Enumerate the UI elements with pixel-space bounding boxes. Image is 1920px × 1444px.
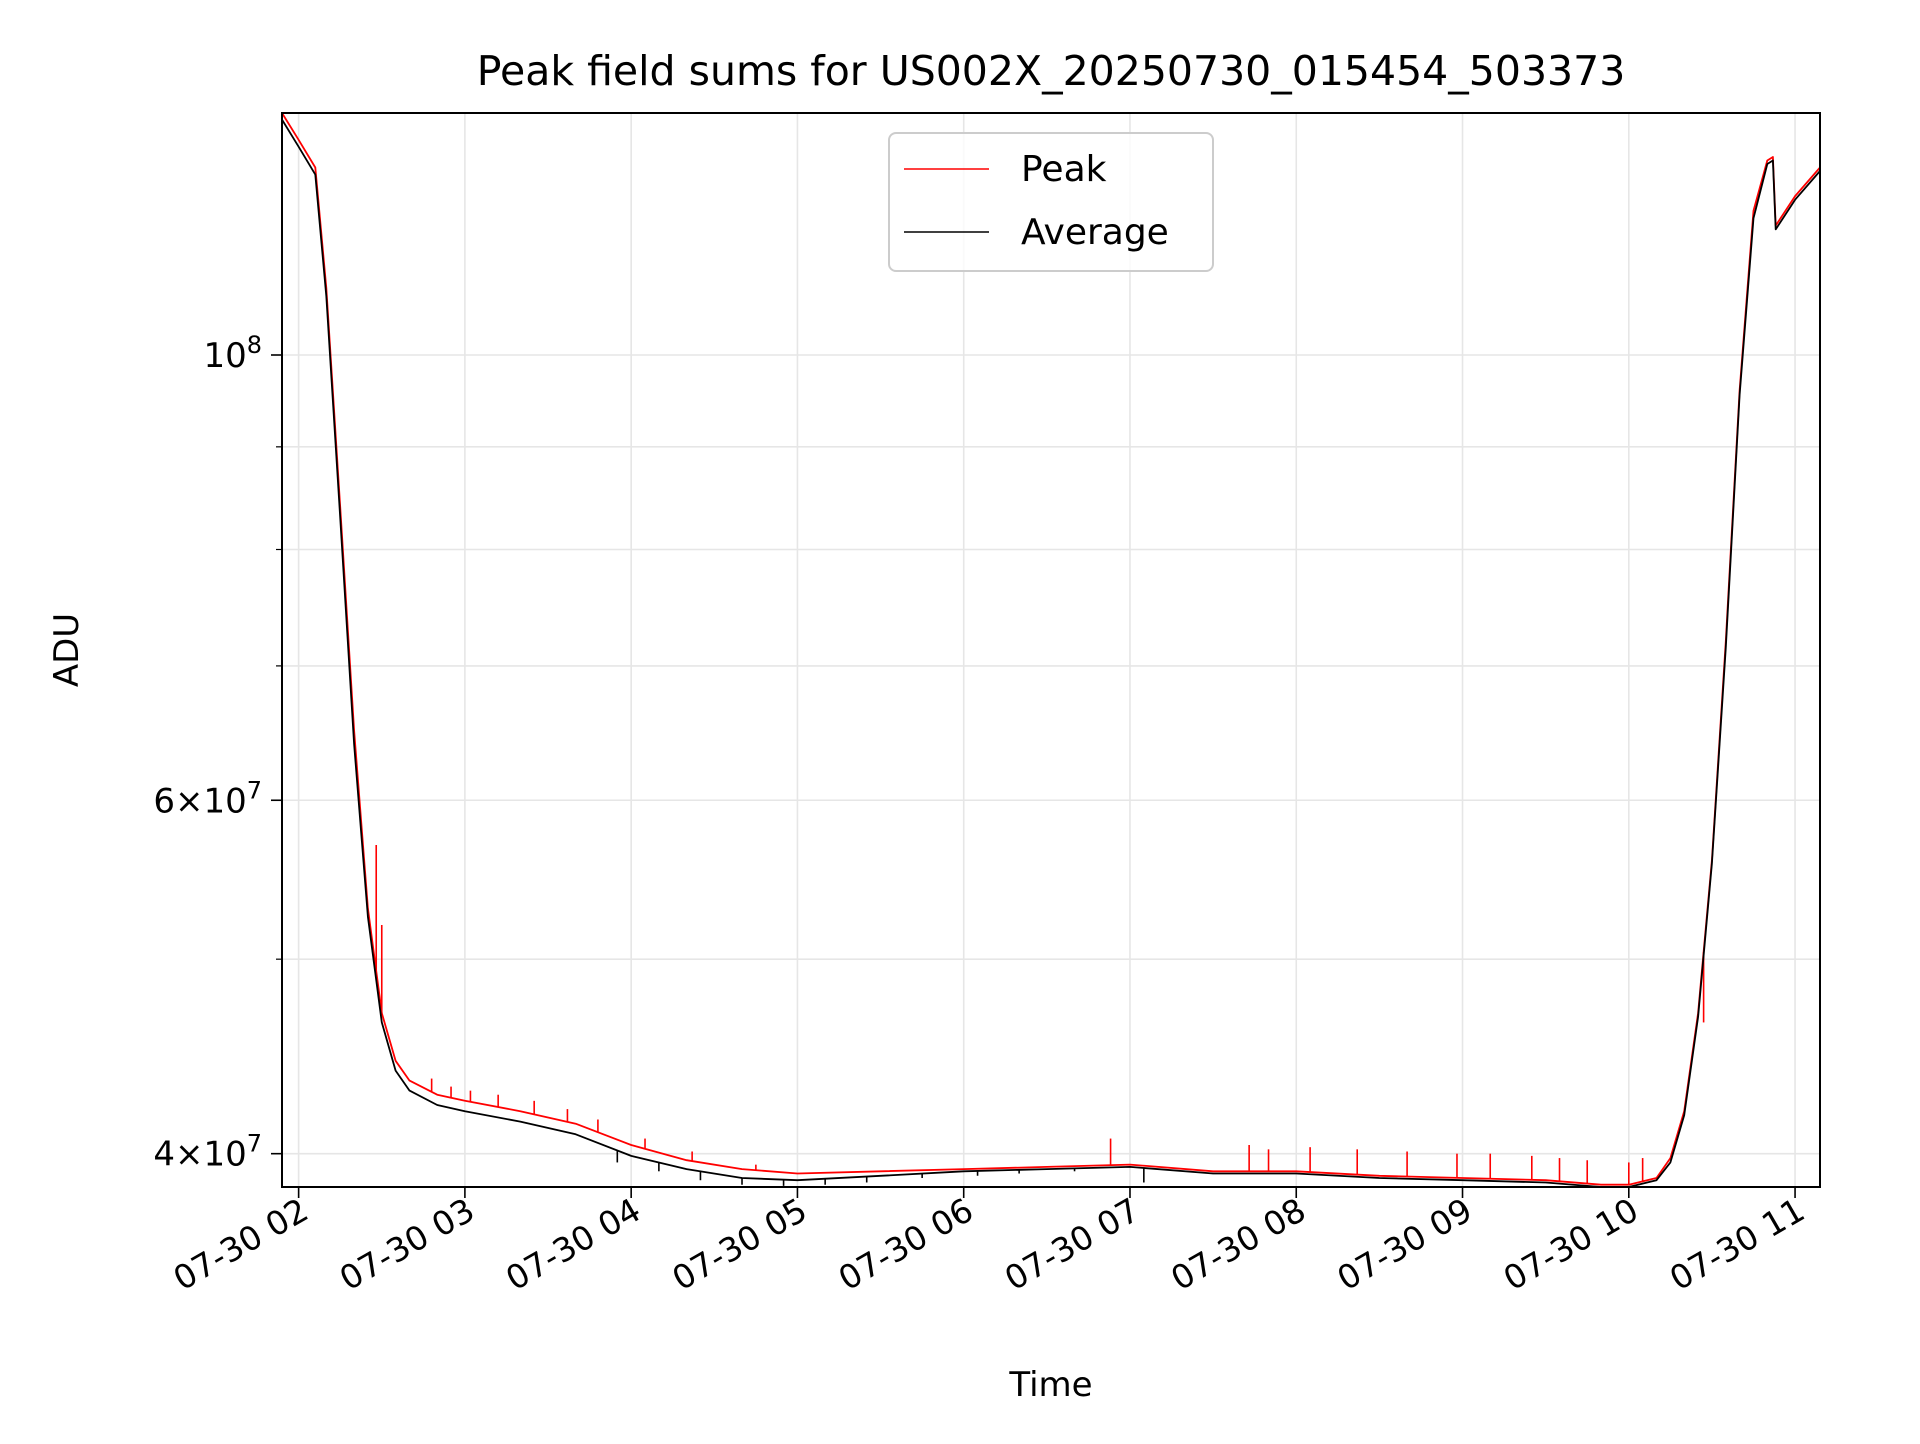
plot-frame xyxy=(281,112,1821,1188)
legend-box xyxy=(888,132,1214,272)
y-tick-base: 10 xyxy=(203,336,246,376)
y-tick-exponent: 7 xyxy=(247,776,262,804)
y-tick-label: 108 xyxy=(203,331,262,376)
series-layer xyxy=(281,112,1821,1188)
x-axis-label: Time xyxy=(1008,1365,1092,1405)
y-tick-label: 4×107 xyxy=(153,1130,262,1175)
legend: Peak Average xyxy=(888,132,1214,272)
y-axis-label: ADU xyxy=(47,613,87,687)
y-tick-label: 6×107 xyxy=(153,776,262,821)
legend-label-peak: Peak xyxy=(1021,149,1107,190)
legend-label-average: Average xyxy=(1021,212,1169,253)
y-tick-exponent: 8 xyxy=(247,331,262,359)
grid xyxy=(282,113,1820,1187)
y-tick-exponent: 7 xyxy=(247,1130,262,1158)
chart-title: Peak field sums for US002X_20250730_0154… xyxy=(477,47,1626,95)
y-tick-mantissa: 6×10 xyxy=(153,781,246,821)
y-tick-mantissa: 4×10 xyxy=(153,1135,246,1175)
series-line-average xyxy=(281,119,1821,1188)
